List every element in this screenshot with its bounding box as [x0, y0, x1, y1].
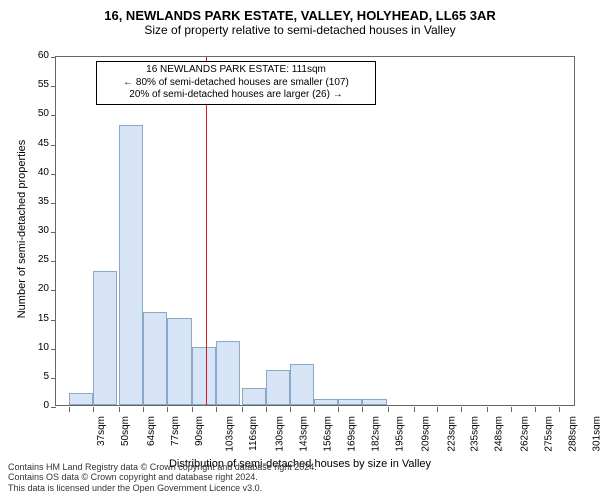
x-tick-label: 288sqm — [568, 416, 579, 452]
x-tick-label: 195sqm — [395, 416, 406, 452]
histogram-bar — [119, 125, 143, 405]
y-tick-label: 0 — [25, 400, 49, 411]
x-tick-label: 77sqm — [170, 416, 181, 446]
y-tick-label: 35 — [25, 196, 49, 207]
x-tick-label: 182sqm — [371, 416, 382, 452]
histogram-bar — [69, 393, 93, 405]
footer-line-3: This data is licensed under the Open Gov… — [8, 483, 317, 494]
x-tick-label: 116sqm — [248, 416, 259, 451]
histogram-bar — [167, 318, 191, 406]
annotation-box: 16 NEWLANDS PARK ESTATE: 111sqm← 80% of … — [96, 61, 376, 105]
y-tick-label: 10 — [25, 342, 49, 353]
x-tick-label: 209sqm — [421, 416, 432, 452]
x-tick-label: 156sqm — [323, 416, 334, 452]
histogram-bar — [216, 341, 240, 405]
y-tick-label: 40 — [25, 167, 49, 178]
x-tick-label: 275sqm — [544, 416, 555, 452]
x-tick-label: 37sqm — [96, 416, 107, 446]
histogram-bar — [143, 312, 167, 405]
y-tick-label: 60 — [25, 50, 49, 61]
x-tick-label: 143sqm — [298, 416, 309, 452]
footer-line-2: Contains OS data © Crown copyright and d… — [8, 472, 317, 483]
annotation-line3: 20% of semi-detached houses are larger (… — [101, 89, 371, 102]
x-tick-label: 223sqm — [447, 416, 458, 452]
property-size-histogram: 16, NEWLANDS PARK ESTATE, VALLEY, HOLYHE… — [0, 8, 600, 468]
y-tick-label: 20 — [25, 283, 49, 294]
x-tick-label: 64sqm — [146, 416, 157, 446]
annotation-line2: ← 80% of semi-detached houses are smalle… — [101, 77, 371, 90]
histogram-bar — [192, 347, 216, 405]
x-tick-label: 235sqm — [469, 416, 480, 452]
y-tick-label: 45 — [25, 138, 49, 149]
x-tick-label: 103sqm — [224, 416, 235, 452]
y-tick-label: 30 — [25, 225, 49, 236]
histogram-bar — [314, 399, 338, 405]
histogram-bar — [242, 388, 266, 406]
x-tick-label: 248sqm — [493, 416, 504, 452]
x-tick-label: 90sqm — [194, 416, 205, 446]
footer-line-1: Contains HM Land Registry data © Crown c… — [8, 462, 317, 473]
plot-area: 16 NEWLANDS PARK ESTATE: 111sqm← 80% of … — [55, 56, 575, 406]
chart-subtitle: Size of property relative to semi-detach… — [0, 23, 600, 37]
histogram-bar — [93, 271, 117, 405]
chart-title-address: 16, NEWLANDS PARK ESTATE, VALLEY, HOLYHE… — [0, 8, 600, 23]
y-tick-label: 15 — [25, 313, 49, 324]
x-tick-label: 50sqm — [120, 416, 131, 446]
x-tick-label: 301sqm — [592, 416, 600, 452]
y-tick-label: 5 — [25, 371, 49, 382]
histogram-bar — [290, 364, 314, 405]
reference-line — [206, 57, 207, 405]
histogram-bar — [362, 399, 386, 405]
x-tick-label: 262sqm — [519, 416, 530, 452]
y-tick-label: 50 — [25, 108, 49, 119]
x-tick-label: 169sqm — [347, 416, 358, 452]
y-tick-label: 25 — [25, 254, 49, 265]
annotation-line1: 16 NEWLANDS PARK ESTATE: 111sqm — [101, 64, 371, 77]
data-attribution: Contains HM Land Registry data © Crown c… — [8, 462, 317, 494]
histogram-bar — [338, 399, 362, 405]
x-tick-label: 130sqm — [274, 416, 285, 452]
histogram-bar — [266, 370, 290, 405]
y-tick-label: 55 — [25, 79, 49, 90]
